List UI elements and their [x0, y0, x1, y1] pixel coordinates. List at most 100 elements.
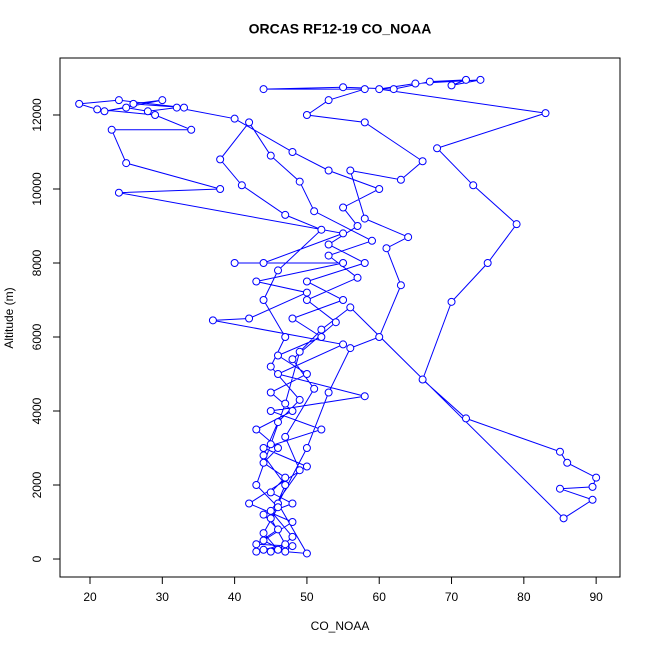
data-point	[114, 188, 123, 197]
y-tick-label: 0	[30, 555, 44, 562]
data-point	[273, 545, 282, 554]
data-point	[483, 258, 492, 267]
data-point	[324, 166, 333, 175]
data-point	[252, 540, 261, 549]
y-axis-label: Altitude (m)	[2, 287, 16, 348]
data-point	[396, 175, 405, 184]
data-point	[288, 542, 297, 551]
data-point	[122, 103, 131, 112]
data-point	[259, 451, 268, 460]
data-point	[411, 79, 420, 88]
y-tick-label: 12000	[30, 98, 44, 132]
x-tick-label: 40	[228, 590, 242, 604]
data-point	[273, 418, 282, 427]
data-point	[302, 110, 311, 119]
data-point	[418, 157, 427, 166]
data-point	[346, 344, 355, 353]
data-point	[288, 532, 297, 541]
data-point	[382, 244, 391, 253]
data-point	[151, 110, 160, 119]
data-point	[425, 77, 434, 86]
data-point	[339, 229, 348, 238]
data-point	[281, 399, 290, 408]
data-point	[555, 484, 564, 493]
data-point	[288, 147, 297, 156]
data-point	[259, 536, 268, 545]
data-point	[281, 473, 290, 482]
data-point	[375, 85, 384, 94]
data-point	[245, 118, 254, 127]
data-point	[245, 499, 254, 508]
x-tick-label: 50	[300, 590, 314, 604]
data-point	[281, 333, 290, 342]
x-axis-label: CO_NOAA	[311, 619, 370, 633]
data-point	[107, 125, 116, 134]
data-point	[259, 510, 268, 519]
data-point	[476, 75, 485, 84]
data-point	[288, 355, 297, 364]
data-point	[469, 181, 478, 190]
data-point	[100, 107, 109, 116]
data-point	[259, 458, 268, 467]
data-point	[295, 177, 304, 186]
data-point	[339, 295, 348, 304]
data-point	[559, 514, 568, 523]
data-point	[281, 540, 290, 549]
data-point	[360, 118, 369, 127]
data-point	[295, 466, 304, 475]
data-point	[302, 370, 311, 379]
data-point	[122, 159, 131, 168]
data-point	[302, 462, 311, 471]
data-point	[281, 210, 290, 219]
data-point	[592, 473, 601, 482]
data-point	[360, 85, 369, 94]
data-point	[252, 277, 261, 286]
data-point	[346, 303, 355, 312]
data-point	[295, 395, 304, 404]
data-point	[588, 482, 597, 491]
data-point	[310, 207, 319, 216]
x-tick-label: 90	[589, 590, 603, 604]
data-point	[360, 258, 369, 267]
data-point	[339, 258, 348, 267]
data-point	[331, 318, 340, 327]
data-point	[216, 184, 225, 193]
data-point	[266, 151, 275, 160]
data-point	[273, 444, 282, 453]
data-point	[302, 277, 311, 286]
data-point	[317, 333, 326, 342]
data-point	[302, 549, 311, 558]
data-point	[461, 414, 470, 423]
data-point	[281, 547, 290, 556]
data-point	[266, 488, 275, 497]
data-point	[555, 447, 564, 456]
data-point	[187, 125, 196, 134]
data-point	[295, 347, 304, 356]
data-point	[404, 233, 413, 242]
data-point	[114, 96, 123, 105]
data-point	[324, 96, 333, 105]
data-point	[339, 340, 348, 349]
y-tick-label: 2000	[30, 471, 44, 498]
data-point	[367, 236, 376, 245]
data-point	[339, 203, 348, 212]
y-tick-label: 4000	[30, 397, 44, 424]
data-point	[375, 333, 384, 342]
data-point	[302, 295, 311, 304]
data-point	[281, 481, 290, 490]
data-point	[143, 107, 152, 116]
data-point	[129, 99, 138, 108]
data-point	[360, 392, 369, 401]
data-point	[266, 362, 275, 371]
data-point	[259, 295, 268, 304]
data-point	[541, 109, 550, 118]
chart-title: ORCAS RF12-19 CO_NOAA	[249, 21, 432, 37]
data-point	[245, 314, 254, 323]
data-point	[259, 545, 268, 554]
plot-frame	[59, 57, 621, 578]
data-point	[324, 240, 333, 249]
data-point	[230, 114, 239, 123]
x-tick-label: 70	[445, 590, 459, 604]
y-tick-label: 6000	[30, 323, 44, 350]
